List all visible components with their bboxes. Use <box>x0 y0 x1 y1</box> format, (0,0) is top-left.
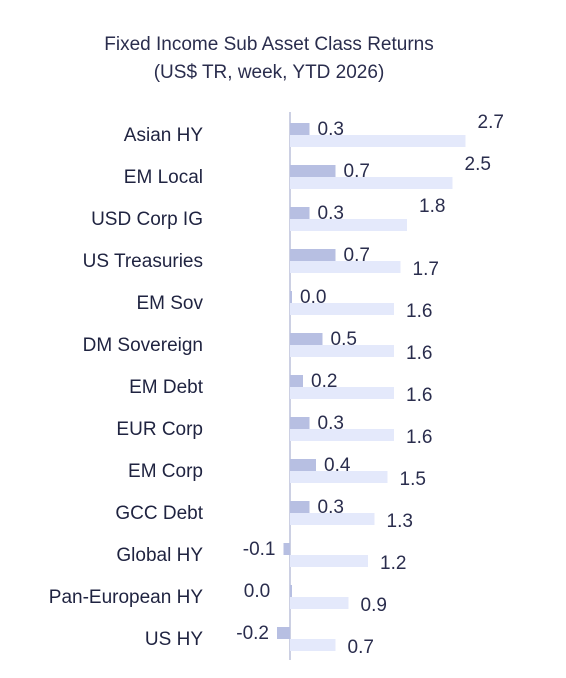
category-label: US Treasuries <box>83 251 203 272</box>
data-label-ytd: 1.6 <box>406 301 432 322</box>
bars-group: Asian HY 0.3 2.7 EM Local 0.7 2.5 USD Corp IG 0… <box>49 112 504 660</box>
data-label-ytd: 0.7 <box>348 637 374 658</box>
bar-week <box>290 375 303 387</box>
bar-week <box>290 333 323 345</box>
data-label-ytd: 2.5 <box>465 154 491 175</box>
data-label-ytd: 1.5 <box>400 469 426 490</box>
data-label-week: 0.7 <box>344 161 370 182</box>
bar-ytd <box>290 219 407 231</box>
data-label-week: -0.2 <box>236 623 269 644</box>
bar-ytd <box>290 345 394 357</box>
bar-week <box>277 627 290 639</box>
data-label-ytd: 1.6 <box>406 427 432 448</box>
category-label: EM Sov <box>136 293 203 314</box>
bar-ytd <box>290 429 394 441</box>
category-label: EM Local <box>124 167 203 188</box>
category-label: EUR Corp <box>116 419 203 440</box>
category-label: EM Debt <box>129 377 204 398</box>
data-label-week: 0.5 <box>331 329 357 350</box>
data-label-week: 0.3 <box>318 119 344 140</box>
chart-subtitle: (US$ TR, week, YTD 2026) <box>154 62 385 83</box>
bar-ytd <box>290 471 388 483</box>
category-label: GCC Debt <box>115 503 203 524</box>
data-label-week: 0.3 <box>318 497 344 518</box>
bar-ytd <box>290 387 394 399</box>
category-label: Global HY <box>116 545 203 566</box>
data-label-week: 0.0 <box>244 581 270 602</box>
bar-week <box>290 417 310 429</box>
bar-ytd <box>290 555 368 567</box>
data-label-ytd: 2.7 <box>478 112 504 133</box>
bar-week <box>290 165 336 177</box>
bar-week <box>290 585 292 597</box>
bar-week <box>290 459 316 471</box>
data-label-ytd: 0.9 <box>361 595 387 616</box>
bar-week <box>283 543 290 555</box>
bar-ytd <box>290 513 375 525</box>
data-label-ytd: 1.6 <box>406 385 432 406</box>
data-label-ytd: 1.8 <box>419 196 445 217</box>
bar-ytd <box>290 135 466 147</box>
data-label-week: 0.2 <box>311 371 337 392</box>
bar-week <box>290 249 336 261</box>
data-label-week: -0.1 <box>243 539 276 560</box>
data-label-ytd: 1.2 <box>380 553 406 574</box>
bar-ytd <box>290 177 453 189</box>
bar-week <box>290 123 310 135</box>
category-label: US HY <box>145 629 203 650</box>
data-label-week: 0.7 <box>344 245 370 266</box>
bar-week <box>290 501 310 513</box>
bar-ytd <box>290 597 349 609</box>
category-label: USD Corp IG <box>91 209 203 230</box>
chart-title: Fixed Income Sub Asset Class Returns <box>104 34 433 55</box>
bar-week <box>290 207 310 219</box>
bar-ytd <box>290 303 394 315</box>
data-label-ytd: 1.7 <box>413 259 439 280</box>
category-label: EM Corp <box>128 461 203 482</box>
data-label-week: 0.4 <box>324 455 351 476</box>
category-label: Pan-European HY <box>49 587 204 608</box>
bar-ytd <box>290 261 401 273</box>
bar-week <box>290 291 292 303</box>
data-label-ytd: 1.3 <box>387 511 413 532</box>
data-label-week: 0.3 <box>318 413 344 434</box>
data-label-week: 0.0 <box>300 287 326 308</box>
category-label: Asian HY <box>124 125 204 146</box>
data-label-ytd: 1.6 <box>406 343 432 364</box>
data-label-week: 0.3 <box>318 203 344 224</box>
bar-ytd <box>290 639 336 651</box>
category-label: DM Sovereign <box>83 335 203 356</box>
